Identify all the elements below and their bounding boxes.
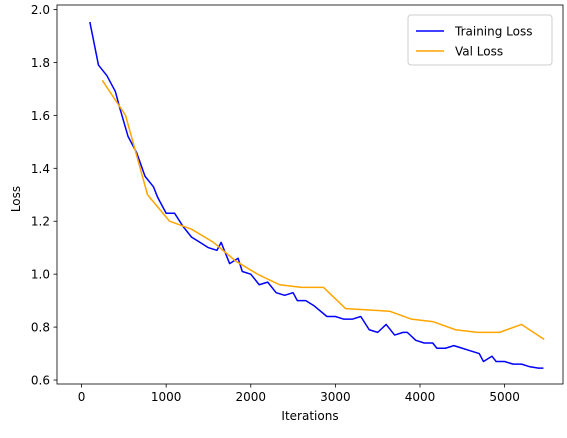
y-axis: 0.6 0.8 1.0 1.2 1.4 1.6 1.8 2.0: [31, 3, 57, 388]
y-tick-label: 1.8: [31, 56, 50, 70]
x-tick-label: 4000: [405, 390, 436, 404]
x-tick-label: 0: [78, 390, 86, 404]
series-line-val-loss: [101, 79, 545, 341]
legend-label: Training Loss: [454, 25, 532, 39]
y-tick-label: 1.4: [31, 162, 50, 176]
y-tick-label: 0.6: [31, 374, 50, 388]
legend: Training Loss Val Loss: [407, 14, 553, 66]
y-axis-label: Loss: [9, 186, 23, 212]
x-axis: 0 1000 2000 3000 4000 5000: [78, 384, 520, 404]
x-tick-label: 3000: [320, 390, 351, 404]
x-axis-label: Iterations: [281, 409, 338, 423]
y-tick-label: 1.6: [31, 109, 50, 123]
plot-area: [89, 21, 545, 369]
legend-label: Val Loss: [455, 45, 503, 59]
x-tick-label: 5000: [489, 390, 520, 404]
legend-box: [407, 14, 553, 66]
x-tick-label: 1000: [151, 390, 182, 404]
y-tick-label: 1.2: [31, 215, 50, 229]
x-tick-label: 2000: [235, 390, 266, 404]
axes-frame: [56, 4, 564, 385]
series-line-training-loss: [89, 21, 544, 369]
y-tick-label: 1.0: [31, 268, 50, 282]
y-tick-label: 0.8: [31, 321, 50, 335]
y-tick-label: 2.0: [31, 3, 50, 17]
